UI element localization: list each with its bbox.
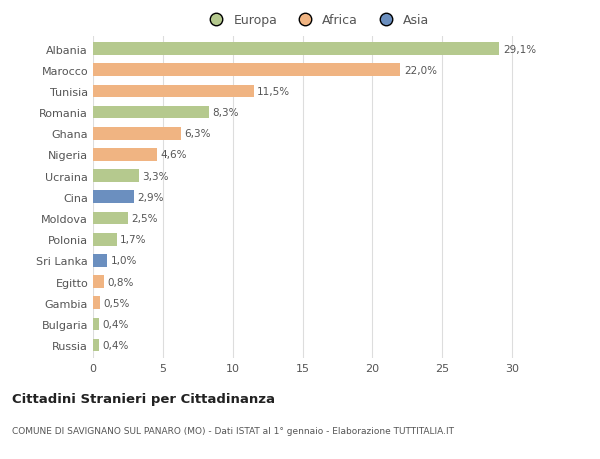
Bar [93,254,107,267]
Text: 1,0%: 1,0% [110,256,137,266]
Text: 0,5%: 0,5% [103,298,130,308]
Text: 2,9%: 2,9% [137,192,164,202]
Text: 0,8%: 0,8% [107,277,134,287]
Bar [93,212,128,225]
Text: 6,3%: 6,3% [184,129,211,139]
Bar [93,85,254,98]
Text: 22,0%: 22,0% [404,66,437,76]
Text: 8,3%: 8,3% [212,108,239,118]
Bar [93,233,117,246]
Bar [93,297,100,309]
Bar [93,275,104,288]
Text: 4,6%: 4,6% [161,150,187,160]
Bar [93,128,181,140]
Text: 3,3%: 3,3% [143,171,169,181]
Text: Cittadini Stranieri per Cittadinanza: Cittadini Stranieri per Cittadinanza [12,392,275,405]
Text: 1,7%: 1,7% [120,235,147,245]
Text: 2,5%: 2,5% [131,213,158,224]
Bar [93,191,134,204]
Legend: Europa, Africa, Asia: Europa, Africa, Asia [203,14,430,27]
Bar [93,64,400,77]
Bar [93,170,139,183]
Text: 11,5%: 11,5% [257,87,290,97]
Bar [93,318,98,330]
Text: COMUNE DI SAVIGNANO SUL PANARO (MO) - Dati ISTAT al 1° gennaio - Elaborazione TU: COMUNE DI SAVIGNANO SUL PANARO (MO) - Da… [12,426,454,435]
Text: 29,1%: 29,1% [503,45,536,55]
Bar [93,149,157,162]
Text: 0,4%: 0,4% [102,340,128,350]
Bar [93,43,499,56]
Bar [93,339,98,352]
Text: 0,4%: 0,4% [102,319,128,329]
Bar [93,106,209,119]
